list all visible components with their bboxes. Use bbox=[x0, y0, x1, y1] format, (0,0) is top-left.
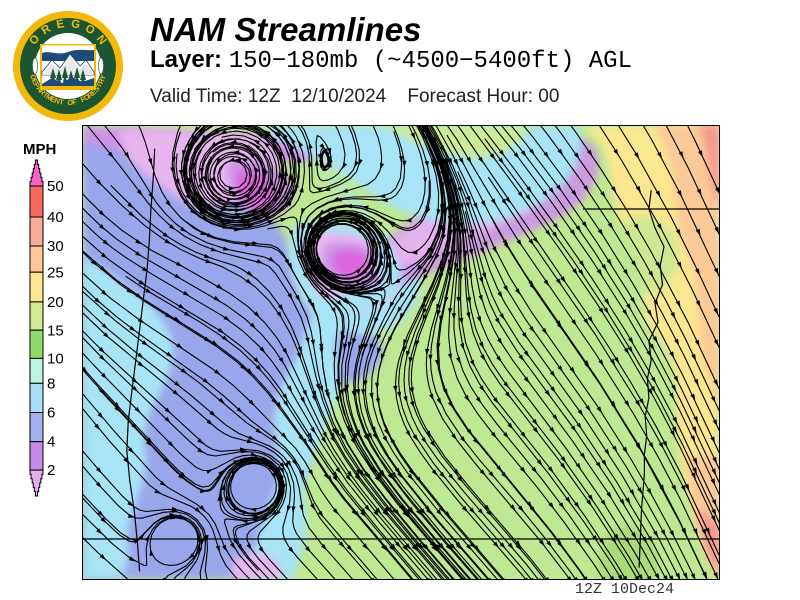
svg-text:40: 40 bbox=[47, 209, 64, 226]
svg-text:2: 2 bbox=[47, 462, 55, 479]
svg-text:MPH: MPH bbox=[23, 141, 56, 158]
svg-text:4: 4 bbox=[47, 434, 55, 451]
svg-text:15: 15 bbox=[47, 323, 64, 340]
svg-text:8: 8 bbox=[47, 376, 55, 393]
svg-text:20: 20 bbox=[47, 294, 64, 311]
svg-text:25: 25 bbox=[47, 265, 64, 282]
svg-text:50: 50 bbox=[47, 178, 64, 195]
svg-text:10: 10 bbox=[47, 351, 64, 368]
svg-text:6: 6 bbox=[47, 405, 55, 422]
svg-text:30: 30 bbox=[47, 238, 64, 255]
